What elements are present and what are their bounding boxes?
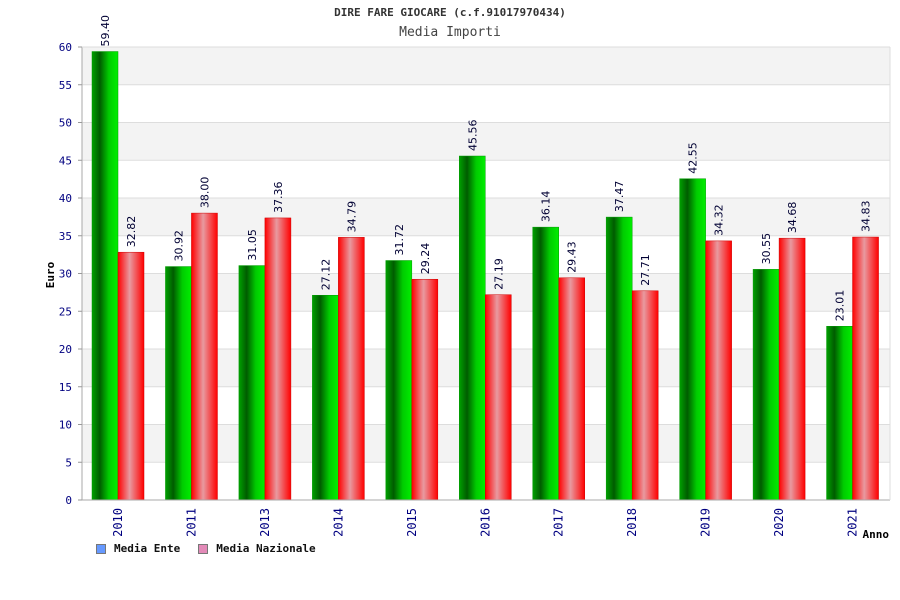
bar-media-ente-2021: [826, 326, 853, 501]
legend-swatch-media-ente: [96, 543, 106, 554]
legend-item-media-ente: Media Ente: [96, 542, 180, 555]
x-tick-label: 2015: [405, 508, 419, 537]
y-tick-label: 55: [59, 79, 72, 92]
x-tick-label: 2014: [331, 508, 345, 537]
bar-value-label: 37.36: [272, 181, 285, 213]
bar-media-ente-2014: [312, 294, 339, 501]
bar-media-nazionale-2021: [852, 236, 879, 501]
bar-value-label: 34.83: [860, 201, 873, 233]
bar-value-label: 27.19: [492, 258, 505, 289]
bar-media-ente-2017: [532, 226, 559, 501]
legend-item-media-nazionale: Media Nazionale: [198, 542, 316, 555]
legend-swatch-media-nazionale: [198, 543, 209, 554]
plot-band: [82, 84, 890, 123]
x-tick-label: 2017: [552, 508, 566, 537]
y-axis-title: Euro: [44, 261, 57, 288]
bar-value-label: 23.01: [834, 290, 847, 322]
bar-value-label: 29.24: [419, 243, 432, 275]
y-tick-label: 50: [59, 117, 72, 130]
bar-value-label: 34.68: [786, 202, 799, 234]
bar-media-ente-2020: [752, 269, 780, 501]
bar-media-ente-2019: [679, 178, 706, 501]
legend-label-media-ente: Media Ente: [114, 542, 181, 555]
bar-value-label: 37.47: [613, 181, 626, 213]
y-tick-label: 35: [59, 230, 72, 243]
x-tick-label: 2021: [846, 508, 860, 537]
bar-media-nazionale-2019: [705, 240, 732, 501]
bar-value-label: 38.00: [198, 177, 211, 209]
bar-media-nazionale-2013: [264, 217, 292, 501]
bar-media-ente-2018: [605, 216, 633, 501]
x-tick-label: 2011: [184, 508, 198, 537]
bar-media-nazionale-2010: [117, 251, 145, 501]
bar-value-label: 27.12: [319, 259, 332, 291]
bar-media-ente-2016: [459, 155, 486, 501]
y-tick-label: 5: [65, 456, 72, 469]
bar-value-label: 59.40: [99, 15, 112, 47]
y-tick-label: 20: [59, 343, 72, 356]
x-tick-label: 2020: [772, 508, 786, 537]
bar-media-nazionale-2011: [191, 212, 218, 501]
legend-label-media-nazionale: Media Nazionale: [216, 542, 316, 555]
bar-value-label: 29.43: [566, 241, 579, 273]
bar-value-label: 31.72: [393, 224, 406, 256]
bar-value-label: 30.92: [172, 230, 185, 262]
plot-band: [82, 47, 890, 85]
bar-media-nazionale-2014: [338, 237, 365, 501]
bar-value-label: 42.55: [687, 142, 700, 174]
bar-media-nazionale-2015: [411, 278, 439, 501]
bar-value-label: 36.14: [540, 191, 553, 223]
bar-value-label: 45.56: [466, 120, 479, 152]
chart-title: DIRE FARE GIOCARE (c.f.91017970434): [334, 6, 566, 19]
plot-band: [82, 160, 890, 198]
bar-media-ente-2011: [165, 266, 192, 501]
bar-media-nazionale-2018: [631, 290, 659, 501]
x-tick-label: 2010: [111, 508, 125, 537]
x-tick-label: 2013: [258, 508, 272, 537]
bar-media-ente-2013: [238, 265, 266, 501]
plot-band: [82, 122, 890, 161]
bar-value-label: 30.55: [760, 233, 773, 265]
bar-value-label: 27.71: [639, 254, 652, 286]
legend: Media Ente Media Nazionale: [96, 542, 316, 555]
y-tick-label: 60: [59, 41, 72, 54]
y-tick-label: 15: [59, 381, 72, 394]
bar-value-label: 31.05: [246, 229, 259, 261]
bar-media-ente-2015: [385, 260, 413, 501]
bar-media-ente-2010: [91, 51, 119, 501]
x-axis-title: Anno: [863, 528, 890, 541]
x-tick-label: 2019: [699, 508, 713, 537]
bar-media-nazionale-2020: [778, 237, 806, 501]
y-tick-label: 30: [59, 268, 72, 281]
bar-media-nazionale-2017: [558, 277, 585, 501]
y-tick-label: 45: [59, 154, 72, 167]
x-tick-label: 2018: [625, 508, 639, 537]
x-tick-label: 2016: [478, 508, 492, 537]
y-tick-label: 25: [59, 305, 72, 318]
y-tick-label: 40: [59, 192, 72, 205]
bar-value-label: 34.79: [345, 201, 358, 233]
chart-subtitle: Media Importi: [399, 25, 501, 40]
y-tick-label: 10: [59, 419, 72, 432]
bar-value-label: 34.32: [713, 204, 726, 236]
bar-value-label: 32.82: [125, 216, 138, 248]
y-tick-label: 0: [65, 494, 72, 507]
bar-media-nazionale-2016: [485, 294, 512, 501]
